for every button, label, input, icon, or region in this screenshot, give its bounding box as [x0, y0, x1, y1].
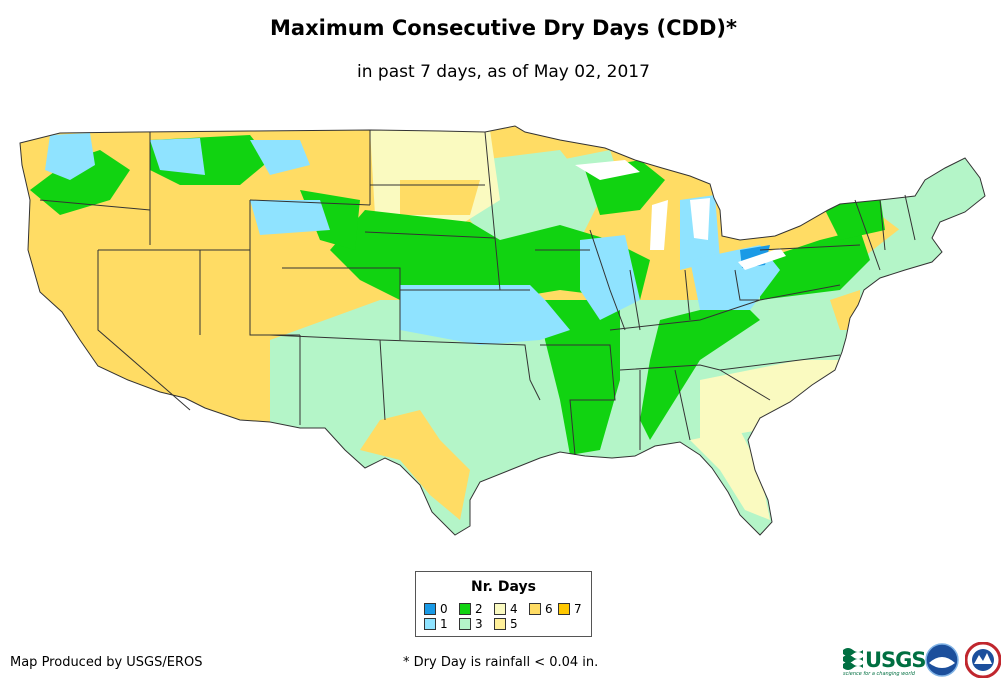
- legend-swatch: [494, 603, 506, 615]
- legend-item-5: 5: [494, 617, 518, 631]
- legend-swatch: [558, 603, 570, 615]
- usgs-tagline: science for a changing world: [843, 671, 915, 677]
- legend-item-4: 4: [494, 602, 518, 616]
- dry-day-footnote: * Dry Day is rainfall < 0.04 in.: [403, 655, 599, 670]
- legend-swatch: [424, 618, 436, 630]
- map-subtitle: in past 7 days, as of May 02, 2017: [357, 62, 650, 82]
- legend-item-2: 2: [459, 602, 483, 616]
- noaa-logo-icon: [925, 643, 959, 677]
- usgs-wordmark: USGS: [865, 648, 927, 672]
- legend-item-3: 3: [459, 617, 483, 631]
- legend-swatch: [529, 603, 541, 615]
- map-credit: Map Produced by USGS/EROS: [10, 655, 203, 670]
- legend-swatch: [424, 603, 436, 615]
- legend-item-0: 0: [424, 602, 448, 616]
- legend-item-1: 1: [424, 617, 448, 631]
- legend-swatch: [459, 618, 471, 630]
- nws-logo-icon: [965, 642, 1001, 678]
- map-title: Maximum Consecutive Dry Days (CDD)*: [270, 16, 737, 40]
- legend-swatch: [494, 618, 506, 630]
- legend: Nr. Days 0 1 2 3 4 5 6 7: [415, 571, 592, 637]
- usgs-logo: USGS science for a changing world: [843, 644, 927, 678]
- legend-item-7: 7: [558, 602, 582, 616]
- legend-title: Nr. Days: [471, 579, 536, 595]
- legend-swatch: [459, 603, 471, 615]
- agency-logos: USGS science for a changing world: [843, 641, 1003, 681]
- legend-item-6: 6: [529, 602, 553, 616]
- usgs-wave-icon: [843, 648, 863, 670]
